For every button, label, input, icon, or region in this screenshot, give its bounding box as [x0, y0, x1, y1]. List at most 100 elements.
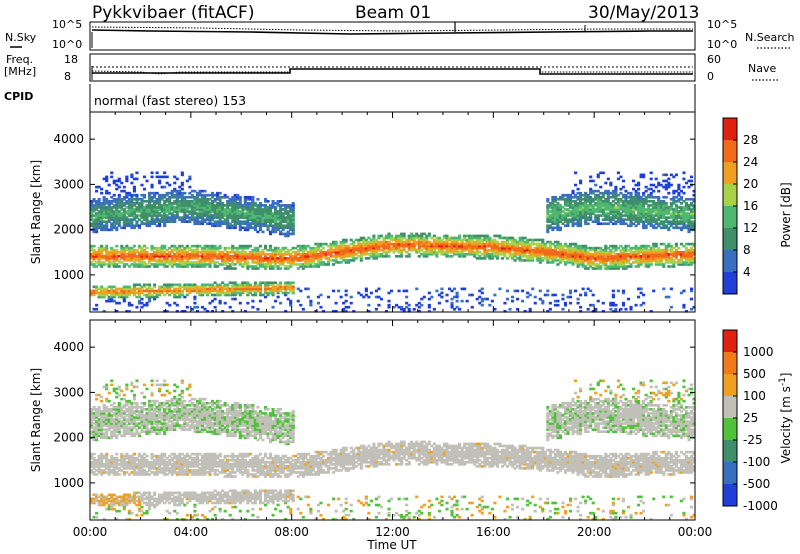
power-cell [405, 250, 409, 254]
power-cell [281, 263, 285, 266]
power-cell [253, 210, 257, 213]
power-cell [458, 244, 462, 248]
power-cell [266, 206, 270, 209]
power-cell [238, 254, 242, 258]
power-cell [145, 293, 149, 297]
power-cell [342, 301, 346, 305]
power-cell [440, 244, 444, 248]
power-cell [626, 254, 631, 258]
power-cell [579, 305, 583, 309]
power-cell [556, 242, 560, 246]
power-cell [185, 204, 189, 207]
power-cell [95, 289, 99, 293]
power-cell [589, 204, 593, 207]
power-cell [637, 187, 641, 191]
power-cell [281, 212, 285, 215]
power-cell [568, 252, 573, 256]
power-cell [584, 202, 588, 205]
power-cell [420, 240, 424, 244]
power-cell [221, 309, 225, 313]
power-cell [581, 206, 585, 209]
power-cell [195, 197, 199, 201]
power-cell [261, 224, 265, 228]
power-cell [127, 265, 131, 268]
power-cell [205, 250, 210, 254]
power-cell [248, 208, 252, 211]
power-cell [193, 261, 197, 264]
power-cell [203, 220, 207, 224]
power-cell [574, 242, 578, 246]
power-cell [163, 265, 167, 268]
power-cell [185, 179, 189, 183]
power-cell [432, 238, 436, 242]
power-cell [145, 214, 149, 217]
power-cell [561, 218, 565, 221]
power-cell [619, 204, 623, 207]
power-cell [586, 267, 590, 270]
power-cell [531, 242, 535, 246]
power-cell [238, 252, 242, 256]
power-cell [135, 250, 139, 254]
power-cell [553, 250, 557, 254]
power-cell [163, 210, 167, 213]
power-cell [568, 218, 573, 221]
power-cell [405, 238, 409, 242]
power-cell [205, 216, 210, 219]
power-cell [132, 259, 136, 262]
power-cell [299, 289, 303, 293]
power-cell [543, 244, 547, 248]
power-cell [268, 267, 273, 270]
power-cell [490, 250, 494, 254]
power-cell [233, 210, 237, 213]
power-cell [561, 297, 565, 301]
power-cell [682, 303, 686, 307]
power-cell [420, 303, 424, 307]
power-cell [193, 216, 197, 219]
power-cell [465, 234, 469, 238]
power-cell [634, 248, 638, 252]
power-cell [263, 200, 268, 203]
power-cell [637, 212, 641, 215]
power-cell [493, 238, 497, 242]
power-cell [261, 216, 265, 219]
power-cell [253, 246, 257, 250]
power-cell [498, 252, 502, 256]
power-cell [639, 202, 643, 205]
power-cell [382, 240, 386, 244]
power-cell [173, 202, 177, 205]
power-cell [193, 295, 197, 299]
power-cell [442, 240, 447, 244]
power-cell [314, 248, 318, 252]
power-cell [291, 291, 295, 295]
power-cell [238, 228, 242, 232]
power-cell [130, 287, 134, 291]
power-cell [213, 204, 217, 207]
power-cell [140, 252, 144, 256]
power-cell [110, 224, 114, 228]
power-cell [395, 242, 399, 246]
power-cell [284, 257, 288, 260]
power-cell [112, 263, 116, 266]
power-cell [115, 220, 119, 224]
power-cell [122, 204, 126, 207]
power-cell [561, 257, 565, 260]
power-cell [218, 210, 222, 213]
power-cell [548, 244, 552, 248]
power-cell [198, 202, 202, 205]
power-cell [173, 244, 177, 248]
power-cell [334, 242, 338, 246]
power-cell [301, 248, 305, 252]
power-cell [488, 254, 492, 258]
power-cell [397, 305, 401, 309]
power-cell [122, 202, 126, 205]
power-cell [488, 236, 492, 240]
power-cell [344, 259, 348, 262]
power-cell [637, 218, 641, 221]
power-cell [576, 195, 580, 199]
power-cell [304, 265, 308, 268]
power-cell [311, 257, 315, 260]
power-cell [425, 236, 429, 240]
power-cell [387, 250, 391, 254]
power-cell [92, 224, 96, 228]
power-cell [369, 254, 373, 258]
